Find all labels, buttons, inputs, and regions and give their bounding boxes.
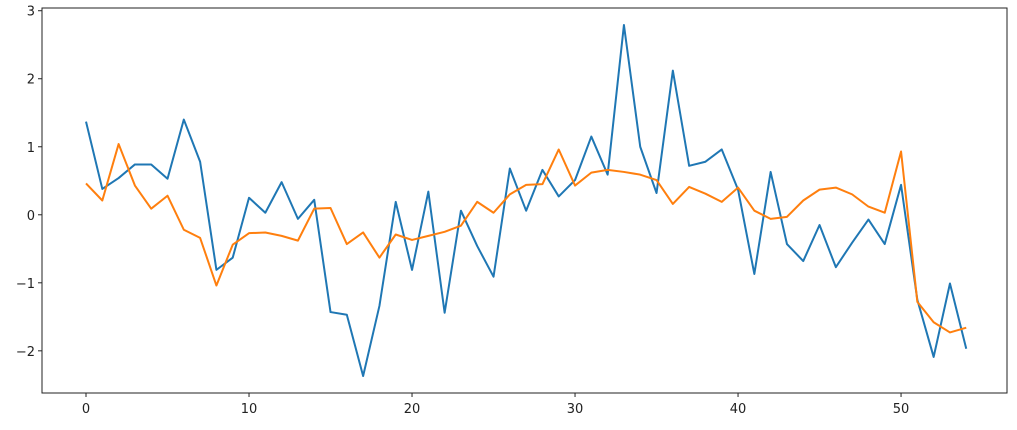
x-tick-label: 0	[82, 402, 90, 417]
x-tick-label: 10	[241, 402, 258, 417]
y-tick-label: 2	[27, 73, 35, 88]
line-series	[85, 143, 967, 334]
y-tick-label: 0	[27, 209, 35, 224]
x-tick-label: 30	[567, 402, 584, 417]
x-tick-label: 40	[730, 402, 747, 417]
y-tick-label: 3	[27, 5, 35, 20]
y-tick-label: −2	[16, 345, 35, 360]
plot-frame	[41, 7, 1008, 394]
y-tick-label: −1	[16, 277, 35, 292]
y-tick-label: 1	[27, 141, 35, 156]
line-series	[85, 24, 968, 377]
x-tick-label: 50	[893, 402, 910, 417]
x-tick-label: 20	[404, 402, 421, 417]
